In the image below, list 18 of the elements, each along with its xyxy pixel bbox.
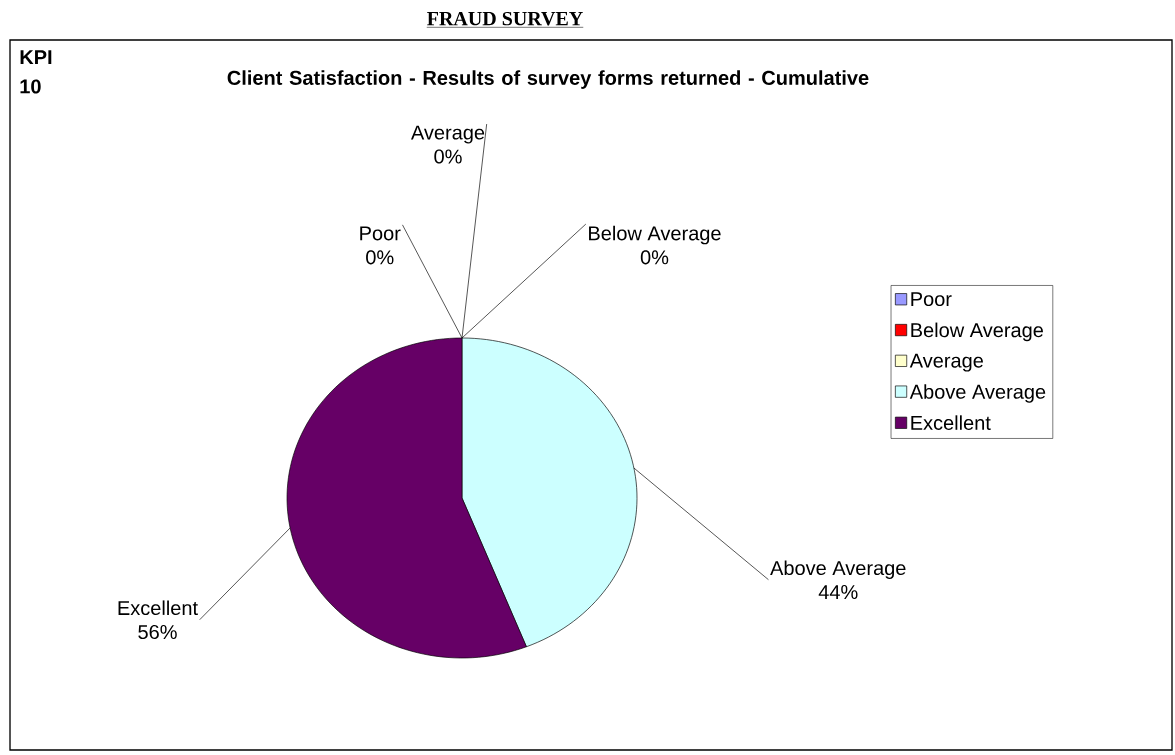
slice-label: Above Average [770, 560, 906, 580]
text: 0% [640, 250, 669, 265]
category-label: Below Average [589, 225, 721, 245]
data-label: 56% [138, 624, 177, 640]
category-label: Average [410, 125, 485, 144]
chart-title: FRAUD SURVEY [427, 11, 583, 26]
text: KPI 10 [20, 50, 52, 94]
legend-label: Above Average [909, 384, 1046, 403]
legend-label: Below Average [911, 322, 1043, 342]
text: 0% [366, 250, 394, 265]
chart-subtitle: Client Satisfaction - Results of survey forms returned - Cumulative [227, 70, 869, 89]
legend-label: Excellent [911, 415, 991, 430]
text: 0% [434, 149, 462, 164]
legend-label: Average [909, 353, 983, 372]
category-label: Poor [360, 226, 401, 241]
data-label: 44% [818, 585, 858, 600]
legend-label: Poor [911, 292, 952, 307]
slice-label: Excellent [118, 600, 198, 616]
